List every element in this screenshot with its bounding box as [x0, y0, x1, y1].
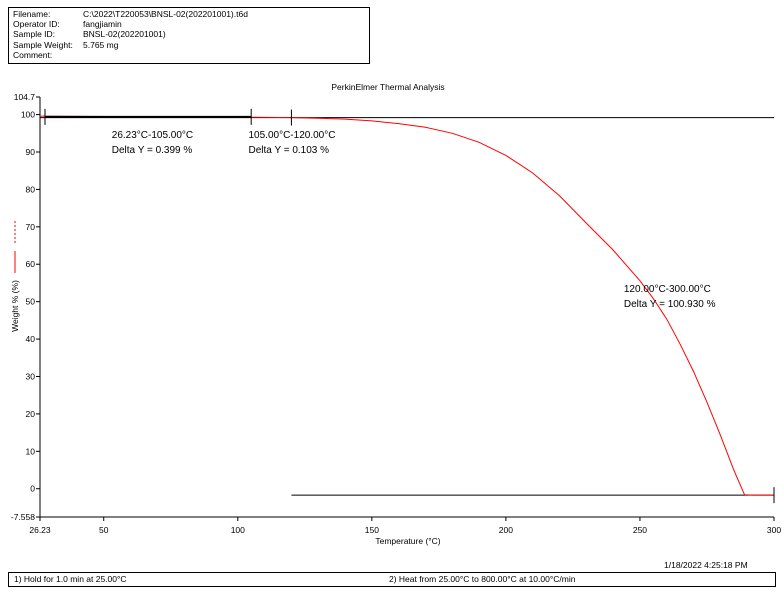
timestamp: 1/18/2022 4:25:18 PM [664, 560, 748, 570]
x-tick-label: 150 [365, 525, 379, 535]
y-tick-label: 60 [26, 259, 36, 269]
x-tick-label: 100 [231, 525, 245, 535]
weight-curve [39, 115, 774, 496]
y-tick-label: 30 [26, 371, 36, 381]
step-markers [44, 108, 775, 504]
annotation-range: 120.00°C-300.00°C [624, 284, 711, 295]
annotations-layer: 26.23°C-105.00°C Delta Y = 0.399 % 105.00°… [112, 130, 716, 310]
info-row-filename: Filename: C:\2022\T220053\BNSL-02(2022010… [13, 9, 248, 19]
y-tick-label: 80 [26, 184, 36, 194]
method-steps-box: 1) Hold for 1.0 min at 25.00°C 2) Heat f… [8, 572, 776, 587]
info-row-operator: Operator ID: fangjiamin [13, 19, 122, 30]
info-row-comment: Comment: [13, 49, 53, 60]
x-tick-label: 50 [99, 525, 109, 535]
info-row-sample-id: Sample ID: BNSL-02(202201001) [13, 29, 166, 40]
y-tick-label: 100 [21, 110, 35, 120]
y-tick-label: 20 [26, 409, 36, 419]
x-tick-label: 250 [633, 525, 647, 535]
method-step-1: 1) Hold for 1.0 min at 25.00°C [14, 574, 127, 584]
annotation-delta: Delta Y = 100.930 % [624, 299, 716, 310]
chart-title: PerkinElmer Thermal Analysis [331, 82, 444, 92]
series-layer [39, 115, 774, 496]
info-row-sample-weight: Sample Weight: 5.765 mg [13, 39, 119, 50]
annotation-delta: Delta Y = 0.103 % [249, 145, 330, 156]
x-axis-label: Temperature (°C) [375, 536, 440, 546]
y-tick-label: 90 [26, 147, 36, 157]
y-tick-label: 70 [26, 222, 36, 232]
x-tick-label: 300 [767, 525, 781, 535]
x-tick-label: 26.23 [29, 525, 51, 535]
y-tick-label: 104.7 [14, 92, 36, 102]
y-tick-label: 0 [30, 484, 35, 494]
y-tick-label: -7.558 [11, 512, 35, 522]
method-step-2: 2) Heat from 25.00°C to 800.00°C at 10.0… [389, 574, 576, 584]
y-tick-label: 10 [26, 446, 36, 456]
y-tick-label: 50 [26, 297, 36, 307]
annotation-range: 105.00°C-120.00°C [249, 130, 336, 141]
sample-info-box: Filename: C:\2022\T220053\BNSL-02(2022010… [8, 7, 370, 64]
y-tick-label: 40 [26, 334, 36, 344]
y-axis-label: Weight % (%) [10, 280, 20, 332]
annotation-delta: Delta Y = 0.399 % [112, 145, 193, 156]
x-tick-label: 200 [499, 525, 513, 535]
annotation-range: 26.23°C-105.00°C [112, 130, 193, 141]
